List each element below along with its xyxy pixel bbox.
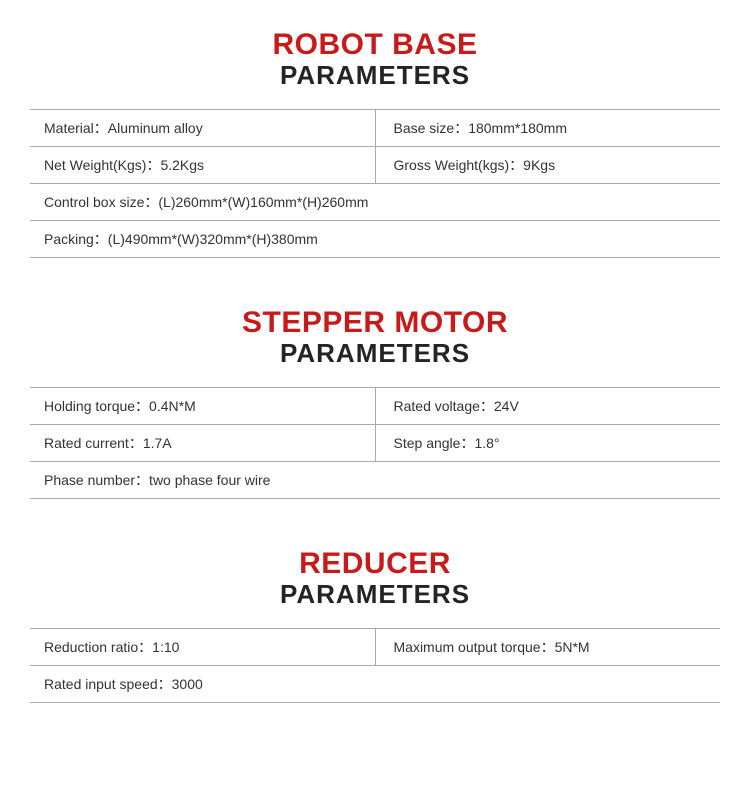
section-stepper-motor: STEPPER MOTOR PARAMETERS Holding torque：…	[0, 278, 750, 519]
title-main: STEPPER MOTOR	[0, 306, 750, 339]
title-main: REDUCER	[0, 547, 750, 580]
table-row: Packing：(L)490mm*(W)320mm*(H)380mm	[30, 220, 720, 257]
stepper-motor-table: Holding torque：0.4N*M Rated voltage：24V …	[30, 387, 720, 499]
cell-packing: Packing：(L)490mm*(W)320mm*(H)380mm	[30, 220, 720, 257]
robot-base-table: Material：Aluminum alloy Base size：180mm*…	[30, 109, 720, 258]
table-row: Holding torque：0.4N*M Rated voltage：24V	[30, 387, 720, 424]
table-row: Rated current：1.7A Step angle：1.8°	[30, 424, 720, 461]
table-row: Rated input speed：3000	[30, 665, 720, 702]
reducer-table: Reduction ratio：1:10 Maximum output torq…	[30, 628, 720, 703]
cell-net-weight: Net Weight(Kgs)：5.2Kgs	[30, 146, 375, 183]
section-robot-base: ROBOT BASE PARAMETERS Material：Aluminum …	[0, 0, 750, 278]
table-row: Net Weight(Kgs)：5.2Kgs Gross Weight(kgs)…	[30, 146, 720, 183]
title-sub: PARAMETERS	[0, 339, 750, 369]
title-main: ROBOT BASE	[0, 28, 750, 61]
cell-phase-number: Phase number：two phase four wire	[30, 461, 720, 498]
section-title: STEPPER MOTOR PARAMETERS	[0, 306, 750, 369]
cell-reduction-ratio: Reduction ratio：1:10	[30, 628, 375, 665]
table-row: Phase number：two phase four wire	[30, 461, 720, 498]
cell-material: Material：Aluminum alloy	[30, 109, 375, 146]
title-sub: PARAMETERS	[0, 580, 750, 610]
cell-base-size: Base size：180mm*180mm	[375, 109, 720, 146]
cell-step-angle: Step angle：1.8°	[375, 424, 720, 461]
section-title: ROBOT BASE PARAMETERS	[0, 28, 750, 91]
cell-gross-weight: Gross Weight(kgs)：9Kgs	[375, 146, 720, 183]
table-row: Material：Aluminum alloy Base size：180mm*…	[30, 109, 720, 146]
table-row: Reduction ratio：1:10 Maximum output torq…	[30, 628, 720, 665]
section-reducer: REDUCER PARAMETERS Reduction ratio：1:10 …	[0, 519, 750, 723]
cell-rated-voltage: Rated voltage：24V	[375, 387, 720, 424]
table-row: Control box size：(L)260mm*(W)160mm*(H)26…	[30, 183, 720, 220]
cell-rated-current: Rated current：1.7A	[30, 424, 375, 461]
title-sub: PARAMETERS	[0, 61, 750, 91]
section-title: REDUCER PARAMETERS	[0, 547, 750, 610]
cell-max-output-torque: Maximum output torque：5N*M	[375, 628, 720, 665]
cell-holding-torque: Holding torque：0.4N*M	[30, 387, 375, 424]
cell-rated-input-speed: Rated input speed：3000	[30, 665, 720, 702]
cell-control-box: Control box size：(L)260mm*(W)160mm*(H)26…	[30, 183, 720, 220]
